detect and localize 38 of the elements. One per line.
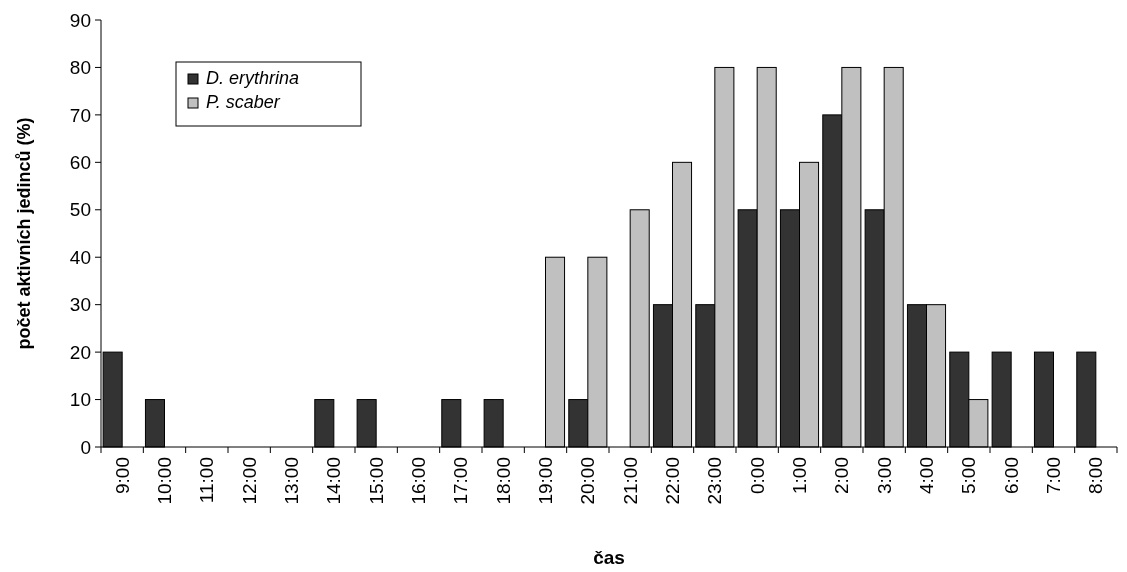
x-tick-label: 3:00: [873, 457, 895, 494]
x-tick-label: 19:00: [535, 457, 557, 505]
x-tick-label: 13:00: [281, 457, 303, 505]
y-axis-title: počet aktivních jedinců (%): [14, 117, 34, 350]
x-axis-title: čas: [593, 547, 625, 568]
y-tick-label: 0: [80, 436, 91, 458]
x-tick-label: 4:00: [916, 457, 938, 494]
x-tick-label: 9:00: [111, 457, 133, 494]
y-tick-label: 20: [69, 341, 91, 363]
x-tick-label: 1:00: [789, 457, 811, 494]
x-tick-label: 20:00: [577, 457, 599, 505]
x-tick-label: 5:00: [958, 457, 980, 494]
x-tick-label: 0:00: [746, 457, 768, 494]
x-tick-label: 22:00: [662, 457, 684, 505]
x-tick-label: 18:00: [492, 457, 514, 505]
x-tick-label: 14:00: [323, 457, 345, 505]
x-tick-label: 10:00: [154, 457, 176, 505]
legend-label: D. erythrina: [206, 68, 300, 88]
x-tick-label: 15:00: [365, 457, 387, 505]
x-tick-label: 12:00: [238, 457, 260, 505]
y-tick-label: 70: [69, 104, 91, 126]
legend-label: P. scaber: [206, 92, 281, 112]
x-tick-label: 6:00: [1000, 457, 1022, 494]
y-tick-label: 30: [69, 294, 91, 316]
y-tick-label: 10: [69, 389, 91, 411]
y-tick-label: 40: [69, 246, 91, 268]
x-tick-label: 16:00: [408, 457, 430, 505]
x-tick-label: 2:00: [831, 457, 853, 494]
y-tick-label: 60: [69, 151, 91, 173]
y-tick-label: 80: [69, 57, 91, 79]
x-tick-label: 21:00: [619, 457, 641, 505]
x-tick-label: 7:00: [1043, 457, 1065, 494]
x-tick-label: 23:00: [704, 457, 726, 505]
y-tick-label: 50: [69, 199, 91, 221]
x-tick-label: 11:00: [196, 457, 218, 504]
x-tick-label: 8:00: [1085, 457, 1107, 494]
x-tick-label: 17:00: [450, 457, 472, 505]
y-tick-label: 90: [69, 9, 91, 31]
